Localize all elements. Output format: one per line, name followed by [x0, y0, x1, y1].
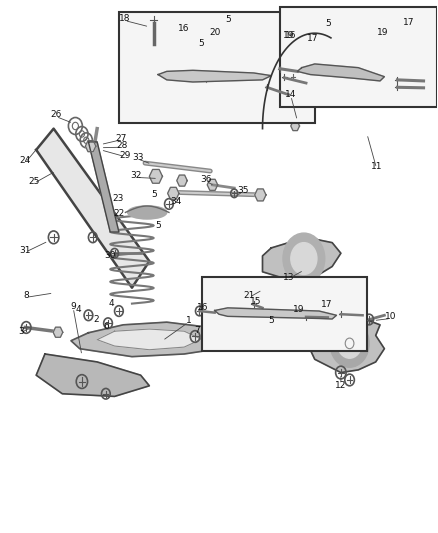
Text: 26: 26	[50, 110, 61, 119]
Polygon shape	[263, 69, 279, 85]
Text: 5: 5	[155, 221, 161, 230]
Polygon shape	[36, 354, 149, 397]
Text: 19: 19	[293, 305, 304, 314]
Text: 21: 21	[244, 291, 255, 300]
Text: 4: 4	[76, 305, 81, 314]
Text: 5: 5	[199, 39, 205, 49]
Text: 7: 7	[194, 326, 200, 335]
Text: 25: 25	[28, 177, 40, 186]
Text: 4: 4	[108, 299, 114, 308]
Text: 22: 22	[113, 209, 124, 218]
Polygon shape	[88, 142, 119, 232]
Polygon shape	[216, 306, 230, 321]
Text: 5: 5	[325, 19, 331, 28]
Text: 13: 13	[283, 272, 294, 281]
Text: 16: 16	[178, 25, 190, 34]
Bar	[119, 12, 315, 123]
Text: 20: 20	[209, 28, 220, 37]
Text: 35: 35	[237, 185, 249, 195]
Polygon shape	[149, 169, 162, 183]
Polygon shape	[299, 63, 313, 78]
Bar	[201, 277, 367, 351]
Text: 2: 2	[93, 315, 99, 324]
Polygon shape	[155, 68, 170, 84]
Circle shape	[330, 319, 369, 367]
Polygon shape	[36, 128, 149, 288]
Text: 36: 36	[200, 175, 212, 184]
Text: 33: 33	[133, 153, 144, 162]
Text: 16: 16	[285, 31, 297, 41]
Polygon shape	[291, 122, 300, 131]
Text: 19: 19	[376, 28, 388, 37]
Text: 11: 11	[371, 163, 382, 171]
Text: 32: 32	[131, 171, 142, 180]
Polygon shape	[254, 189, 266, 201]
Polygon shape	[85, 141, 96, 152]
Polygon shape	[262, 237, 341, 280]
Polygon shape	[177, 175, 187, 186]
Polygon shape	[97, 329, 201, 350]
Text: 18: 18	[119, 14, 131, 23]
Text: 17: 17	[307, 34, 318, 43]
Text: 27: 27	[115, 134, 127, 143]
Text: 6: 6	[104, 322, 110, 332]
Polygon shape	[378, 72, 391, 87]
Polygon shape	[215, 308, 336, 319]
Bar	[280, 7, 437, 108]
Text: 15: 15	[250, 297, 262, 306]
Text: 19: 19	[283, 31, 294, 41]
Polygon shape	[158, 70, 271, 82]
Text: 34: 34	[170, 197, 181, 206]
Polygon shape	[53, 327, 63, 337]
Text: 28: 28	[117, 141, 128, 150]
Text: 24: 24	[20, 157, 31, 165]
Text: 10: 10	[385, 312, 397, 321]
Circle shape	[283, 233, 325, 284]
Text: 14: 14	[285, 90, 297, 99]
Text: 8: 8	[24, 291, 29, 300]
Text: 12: 12	[335, 381, 346, 390]
Polygon shape	[324, 310, 338, 324]
Text: 17: 17	[321, 300, 333, 309]
Text: 17: 17	[403, 18, 414, 27]
Polygon shape	[71, 322, 237, 357]
Text: 30: 30	[104, 252, 116, 261]
Circle shape	[291, 243, 317, 274]
Text: 5: 5	[268, 316, 274, 325]
Text: 1: 1	[186, 316, 191, 325]
Text: 5: 5	[225, 15, 230, 25]
Text: 3: 3	[18, 327, 24, 336]
Text: 9: 9	[71, 302, 76, 311]
Polygon shape	[207, 179, 218, 190]
Text: 16: 16	[197, 303, 208, 312]
Polygon shape	[306, 317, 385, 373]
Circle shape	[337, 328, 362, 358]
Text: 23: 23	[112, 194, 124, 203]
Ellipse shape	[127, 206, 167, 219]
Polygon shape	[168, 188, 179, 199]
Text: 31: 31	[20, 246, 31, 255]
Text: 29: 29	[120, 151, 131, 160]
Polygon shape	[297, 64, 385, 81]
Text: 5: 5	[151, 190, 157, 199]
